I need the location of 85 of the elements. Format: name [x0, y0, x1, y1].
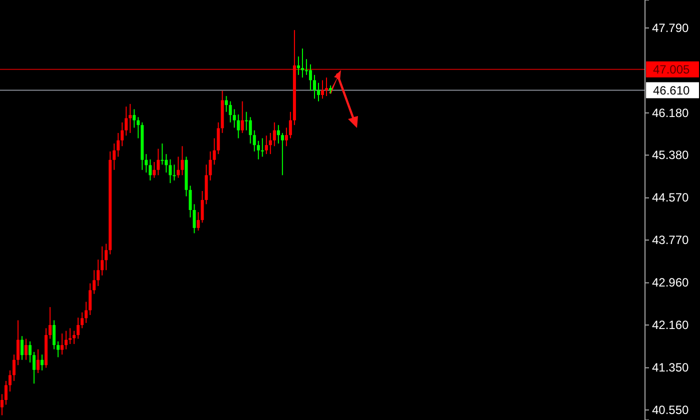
candlestick — [244, 111, 248, 131]
candlestick — [84, 301, 88, 324]
candlestick — [0, 394, 4, 416]
candlestick — [176, 156, 180, 178]
candlestick — [196, 212, 200, 232]
y-tick-label: 42.960 — [652, 276, 690, 290]
y-tick-label: 47.790 — [652, 20, 690, 35]
y-tick-label: 45.380 — [652, 148, 690, 162]
candlestick — [280, 132, 284, 176]
ref-line-label: 47.005 — [653, 62, 690, 77]
candlestick — [156, 148, 160, 176]
candlestick — [316, 82, 320, 102]
candlestick — [172, 164, 176, 181]
candlestick — [24, 338, 28, 360]
ref-line-label: 46.610 — [653, 83, 690, 98]
candlestick — [16, 320, 20, 366]
candlestick — [80, 312, 84, 329]
candlestick — [92, 270, 96, 294]
candlestick — [124, 106, 128, 136]
candlestick — [264, 135, 268, 155]
candlestick — [180, 146, 184, 176]
candlestick — [96, 259, 100, 286]
candlestick — [152, 161, 156, 178]
candlestick — [192, 204, 196, 234]
candlestick — [272, 122, 276, 147]
candlestick — [8, 370, 12, 392]
candlestick — [32, 351, 36, 384]
candlestick — [148, 158, 152, 181]
candlestick — [28, 340, 32, 363]
candlestick — [88, 282, 92, 316]
candlestick — [308, 64, 312, 92]
candlestick — [288, 111, 292, 139]
candlestick — [20, 336, 24, 360]
y-tick-label: 41.350 — [652, 360, 690, 375]
candlestick — [268, 132, 272, 155]
candlestick — [104, 243, 108, 271]
candlestick — [256, 140, 260, 160]
candlestick — [128, 103, 132, 134]
candlestick — [112, 143, 116, 170]
candlestick — [40, 354, 44, 371]
candlestick — [248, 116, 252, 144]
candlestick — [212, 138, 216, 166]
candlestick — [240, 100, 244, 134]
candlestick — [12, 354, 16, 382]
candlestick — [56, 340, 60, 358]
candlestick — [296, 56, 300, 76]
candlestick — [132, 108, 136, 128]
candlestick — [64, 330, 68, 350]
candlestick — [200, 190, 204, 224]
candlestick — [284, 127, 288, 147]
candlestick — [228, 100, 232, 123]
candlestick — [52, 320, 56, 350]
candlestick — [300, 48, 304, 78]
y-tick-label: 40.550 — [652, 402, 690, 417]
candlestick — [168, 158, 172, 184]
candlestick — [236, 114, 240, 139]
candlestick — [325, 77, 328, 97]
candlestick — [164, 154, 168, 174]
candlestick — [312, 74, 316, 100]
candlestick — [120, 122, 124, 147]
candlestick — [76, 317, 80, 340]
candlestick — [48, 306, 52, 340]
candlestick — [232, 108, 236, 128]
candlestick — [321, 80, 324, 100]
candlestick — [276, 124, 280, 144]
candlestick — [216, 122, 220, 155]
candlestick — [60, 332, 64, 356]
candlestick — [260, 138, 264, 158]
candlestick — [116, 132, 120, 158]
candlestick — [188, 185, 192, 218]
y-tick-label: 46.180 — [652, 106, 690, 120]
candlestick — [224, 96, 228, 112]
candlestick — [4, 380, 8, 406]
candlestick — [160, 143, 164, 166]
candlestick — [72, 330, 76, 345]
candlestick — [136, 116, 140, 139]
y-tick-label: 44.570 — [652, 190, 690, 205]
candlestick — [208, 150, 212, 181]
y-tick-label: 43.770 — [652, 232, 690, 247]
y-tick-label: 42.160 — [652, 318, 690, 332]
candlestick — [144, 154, 148, 174]
candlestick — [252, 130, 256, 152]
candlestick — [100, 246, 104, 276]
candlestick — [68, 328, 72, 345]
candlestick — [36, 348, 40, 374]
